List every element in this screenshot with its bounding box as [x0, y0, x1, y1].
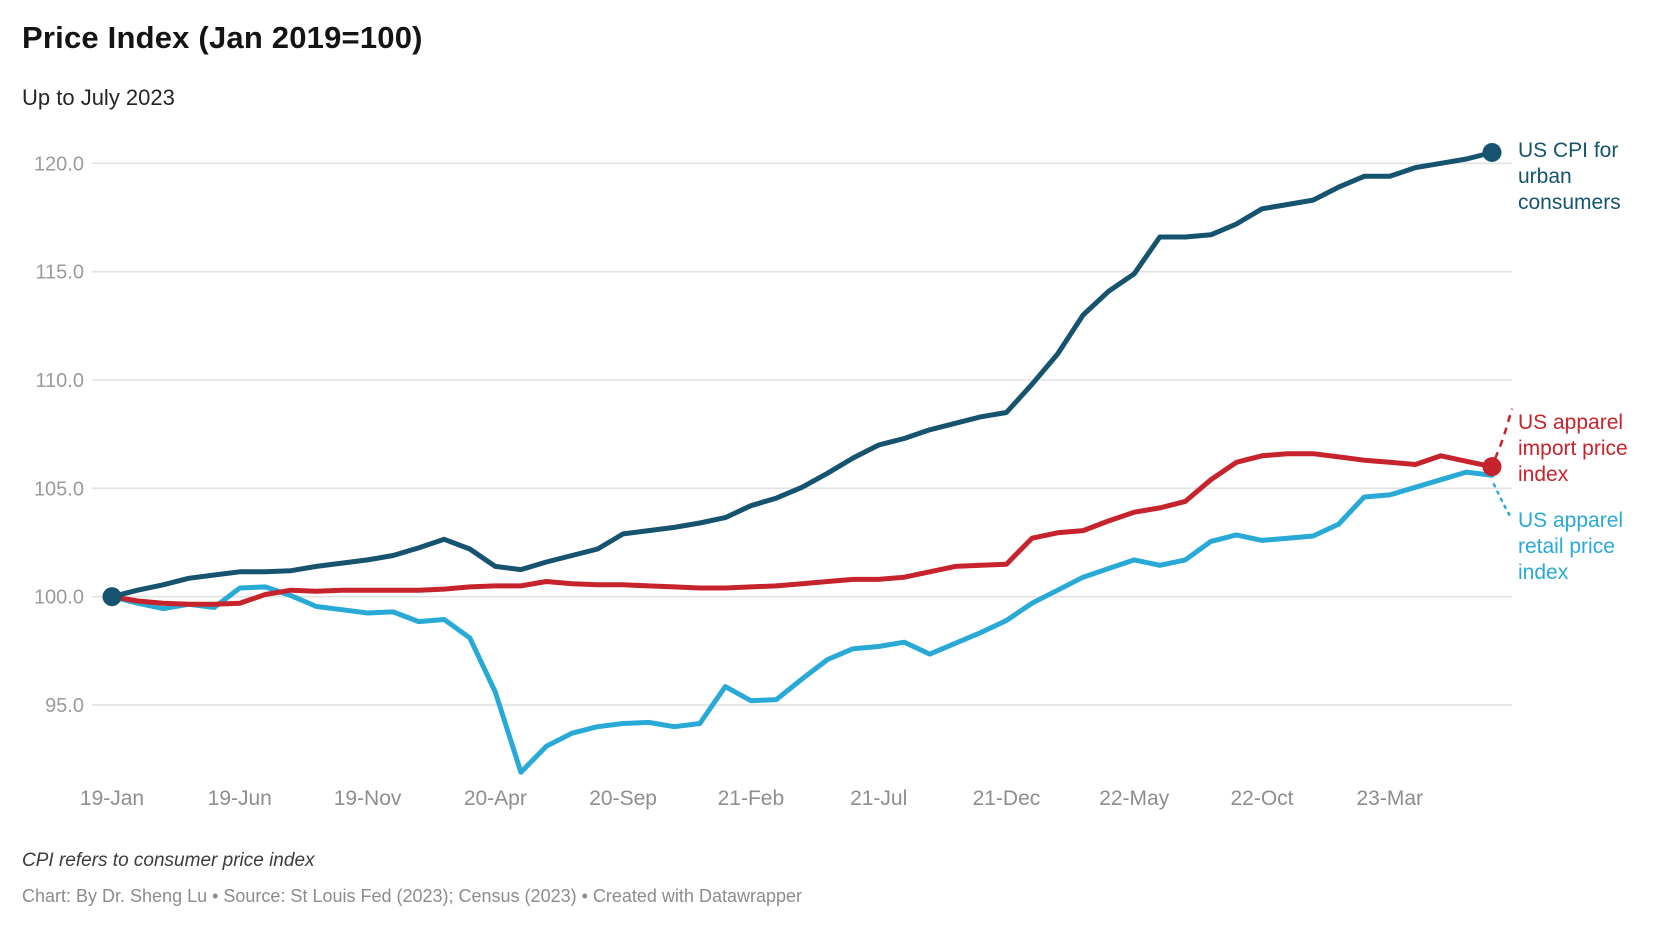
series-label-import: US apparel import price index — [1518, 411, 1628, 487]
y-tick-label: 120.0 — [34, 153, 84, 175]
x-tick-label: 19-Nov — [334, 787, 402, 810]
chart-footnote: CPI refers to consumer price index — [22, 850, 315, 871]
y-tick-label: 110.0 — [35, 370, 84, 392]
x-tick-label: 23-Mar — [1357, 787, 1424, 810]
chart-credit-line: Chart: By Dr. Sheng Lu • Source: St Loui… — [22, 886, 802, 906]
series-endpoint-dot-import — [1482, 457, 1502, 477]
x-tick-label: 20-Apr — [464, 787, 527, 810]
series-line-cpi — [109, 150, 1495, 600]
y-tick-label: 115.0 — [35, 262, 84, 284]
y-tick-label: 100.0 — [34, 587, 84, 609]
x-tick-label: 19-Jun — [208, 787, 272, 810]
series-line-retail — [109, 469, 1495, 775]
leader-line-retail — [1492, 483, 1514, 521]
y-tick-label: 95.0 — [45, 695, 84, 717]
leader-line-import — [1493, 408, 1514, 460]
series-label-retail: US apparel retail price index — [1518, 509, 1624, 585]
x-tick-label: 19-Jan — [80, 787, 144, 810]
x-tick-label: 22-May — [1099, 787, 1170, 810]
chart-subtitle: Up to July 2023 — [22, 85, 175, 110]
x-tick-label: 21-Dec — [973, 787, 1041, 810]
series-endpoint-dot-cpi — [1482, 142, 1502, 162]
series-line-import — [109, 451, 1495, 607]
series-label-cpi: US CPI for urban consumers — [1518, 139, 1621, 215]
page-title: Price Index (Jan 2019=100) — [22, 20, 423, 55]
x-tick-label: 20-Sep — [589, 787, 657, 810]
x-tick-label: 21-Feb — [718, 787, 785, 810]
x-tick-label: 21-Jul — [850, 787, 907, 810]
series-endpoint-dot-cpi — [102, 587, 122, 607]
y-tick-label: 105.0 — [34, 478, 84, 500]
x-tick-label: 22-Oct — [1230, 787, 1293, 810]
